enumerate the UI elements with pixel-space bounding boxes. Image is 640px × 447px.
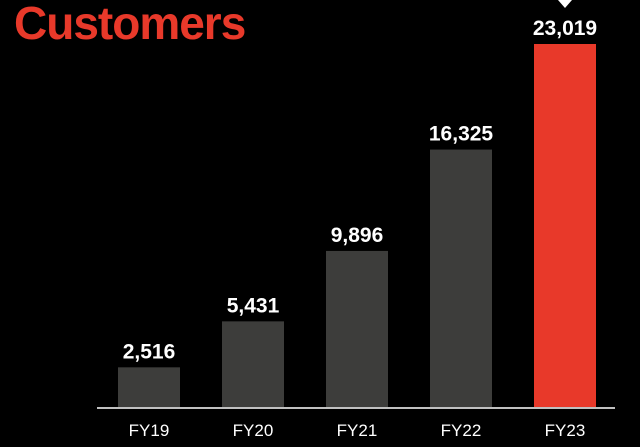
bar-fy22: [430, 149, 492, 407]
data-label-fy20: 5,431: [227, 294, 280, 317]
bar-fy23: [534, 44, 596, 407]
bar-fy20: [222, 321, 284, 407]
x-tick-labels-group: FY19 FY20 FY21 FY22 FY23: [129, 421, 586, 440]
down-arrow-marker-icon: [558, 0, 572, 8]
data-label-fy19: 2,516: [123, 340, 176, 363]
x-tick-label-fy21: FY21: [337, 421, 378, 440]
x-tick-label-fy23: FY23: [545, 421, 586, 440]
bar-fy21: [326, 250, 388, 407]
chart-title: Customers: [14, 0, 246, 49]
x-tick-label-fy22: FY22: [441, 421, 482, 440]
x-tick-label-fy20: FY20: [233, 421, 274, 440]
data-label-fy22: 16,325: [429, 123, 494, 146]
data-label-fy21: 9,896: [331, 224, 384, 247]
bars-group: [118, 44, 596, 407]
bar-fy19: [118, 367, 180, 407]
data-labels-group: 2,516 5,431 9,896 16,325 23,019: [123, 17, 597, 363]
data-label-fy23: 23,019: [533, 17, 597, 40]
x-tick-label-fy19: FY19: [129, 421, 170, 440]
